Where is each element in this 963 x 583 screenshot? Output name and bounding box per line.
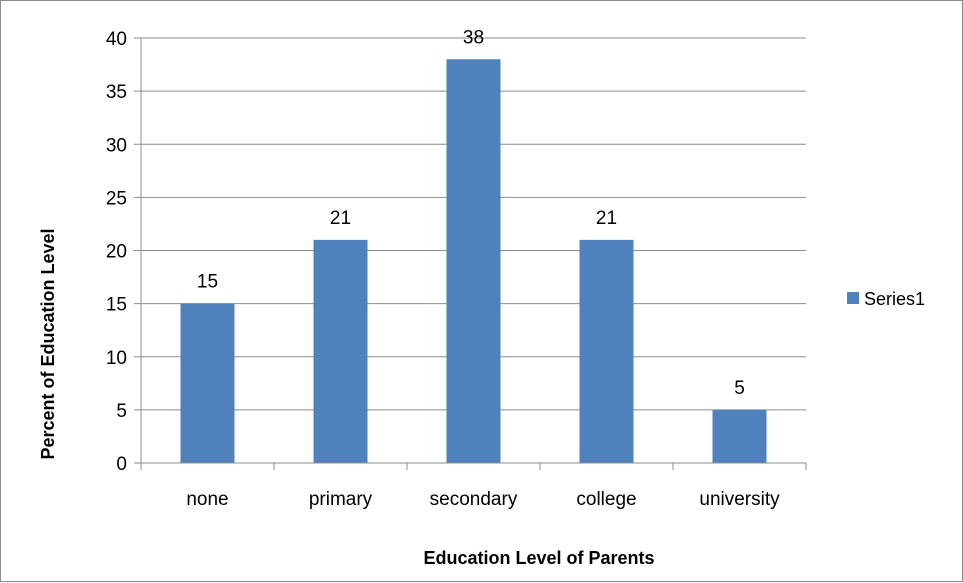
y-tick-label: 20 <box>106 242 127 263</box>
x-tick-label: university <box>699 489 780 510</box>
data-label: 21 <box>596 208 617 229</box>
y-tick-label: 25 <box>106 188 127 209</box>
y-tick-label: 5 <box>116 401 127 422</box>
bar-university <box>712 409 767 463</box>
x-tick-label: primary <box>309 489 373 510</box>
data-label: 21 <box>330 208 351 229</box>
y-tick-label: 30 <box>106 135 127 156</box>
axes <box>134 37 807 470</box>
x-tick-label: secondary <box>430 489 518 510</box>
bar-none <box>180 303 235 463</box>
data-label: 15 <box>197 272 218 293</box>
y-tick-label: 35 <box>106 82 127 103</box>
y-tick-label: 10 <box>106 348 127 369</box>
bars <box>180 59 767 463</box>
y-axis-title: Percent of Education Level <box>38 228 58 459</box>
bar-secondary <box>446 59 501 463</box>
y-tick-label: 15 <box>106 295 127 316</box>
legend-swatch <box>847 292 859 304</box>
y-tick-label: 40 <box>106 29 127 50</box>
legend: Series1 <box>847 289 925 309</box>
y-tick-label: 0 <box>116 454 127 475</box>
x-axis-title: Education Level of Parents <box>423 548 654 568</box>
data-label: 5 <box>734 378 745 399</box>
bar-college <box>579 239 634 463</box>
labels: 0 5 10 15 20 25 30 35 40 15 none 21 primary 38 seconda… <box>106 27 780 510</box>
x-tick-label: none <box>186 489 228 510</box>
legend-label: Series1 <box>864 289 925 309</box>
x-tick-label: college <box>576 489 636 510</box>
data-label: 38 <box>463 27 484 48</box>
bar-primary <box>313 239 368 463</box>
